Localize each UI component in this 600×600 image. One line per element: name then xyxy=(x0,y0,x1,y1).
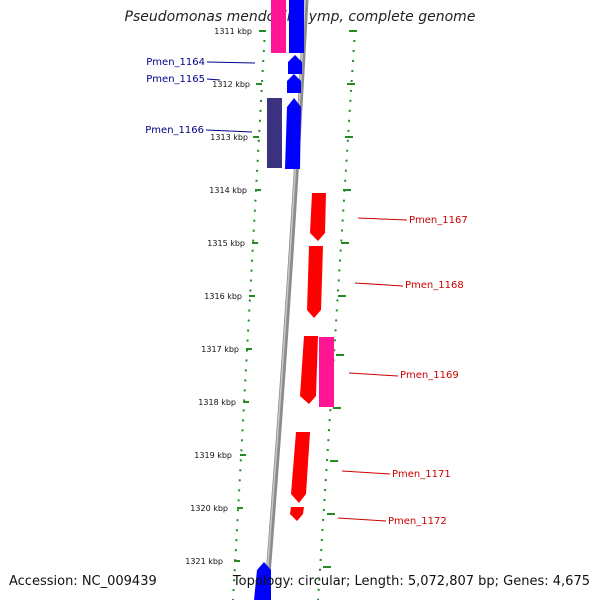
gene-bottom-forward[interactable] xyxy=(254,562,271,600)
gene-pmen-1171[interactable] xyxy=(291,432,310,503)
gene-block-magenta-top[interactable] xyxy=(271,0,286,53)
gene-label-pmen-1172[interactable]: Pmen_1172 xyxy=(388,516,447,527)
leader-line xyxy=(337,517,387,522)
gene-label-pmen-1166[interactable]: Pmen_1166 xyxy=(145,125,204,136)
gene-pmen-1170[interactable] xyxy=(319,337,334,407)
accession-text: Accession: NC_009439 xyxy=(9,574,157,589)
tick-label-1321: 1321 kbp xyxy=(185,557,223,566)
tick-label-1312: 1312 kbp xyxy=(212,80,250,89)
left-dotted-track xyxy=(232,29,266,600)
gene-label-pmen-1171[interactable]: Pmen_1171 xyxy=(392,469,451,480)
gene-pmen-1165[interactable] xyxy=(287,74,301,93)
gene-label-pmen-1164[interactable]: Pmen_1164 xyxy=(146,57,205,68)
tick-label-1315: 1315 kbp xyxy=(207,239,245,248)
leader-line xyxy=(206,78,221,81)
topology-text: Topology: circular; Length: 5,072,807 bp… xyxy=(232,574,590,589)
gene-pmen-1168[interactable] xyxy=(307,246,323,318)
genome-backbone xyxy=(263,0,309,600)
right-dotted-track xyxy=(317,29,356,600)
leader-line xyxy=(206,61,256,64)
gene-pmen-1172[interactable] xyxy=(290,507,304,521)
leader-line xyxy=(205,129,253,133)
tick-label-1317: 1317 kbp xyxy=(201,345,239,354)
tick-label-1311: 1311 kbp xyxy=(214,27,252,36)
tick-label-1320: 1320 kbp xyxy=(190,504,228,513)
leader-line xyxy=(348,372,399,377)
reverse-gene-labels: Pmen_1167 Pmen_1168 Pmen_1169 Pmen_1171 … xyxy=(337,215,468,527)
leader-line xyxy=(357,217,408,221)
gene-pmen-1166-dark[interactable] xyxy=(267,98,282,168)
tick-label-1313: 1313 kbp xyxy=(210,133,248,142)
gene-pmen-1166[interactable] xyxy=(285,98,301,169)
forward-gene-labels: Pmen_1164 Pmen_1165 Pmen_1166 xyxy=(145,57,256,136)
forward-genes xyxy=(254,0,304,600)
gene-label-pmen-1165[interactable]: Pmen_1165 xyxy=(146,74,205,85)
gene-block-blue-top[interactable] xyxy=(289,0,304,53)
gene-label-pmen-1167[interactable]: Pmen_1167 xyxy=(409,215,468,226)
tick-label-1318: 1318 kbp xyxy=(198,398,236,407)
ruler-ticks xyxy=(234,30,357,568)
ruler-tick-labels: 1311 kbp 1312 kbp 1313 kbp 1314 kbp 1315… xyxy=(185,27,252,566)
gene-pmen-1169[interactable] xyxy=(300,336,318,404)
leader-line xyxy=(354,282,404,287)
tick-label-1316: 1316 kbp xyxy=(204,292,242,301)
gene-label-pmen-1169[interactable]: Pmen_1169 xyxy=(400,370,459,381)
leader-line xyxy=(341,470,391,475)
gene-pmen-1167[interactable] xyxy=(310,193,326,241)
gene-pmen-1164[interactable] xyxy=(288,55,302,74)
reverse-genes xyxy=(290,193,334,521)
tick-label-1314: 1314 kbp xyxy=(209,186,247,195)
gene-label-pmen-1168[interactable]: Pmen_1168 xyxy=(405,280,464,291)
tick-label-1319: 1319 kbp xyxy=(194,451,232,460)
